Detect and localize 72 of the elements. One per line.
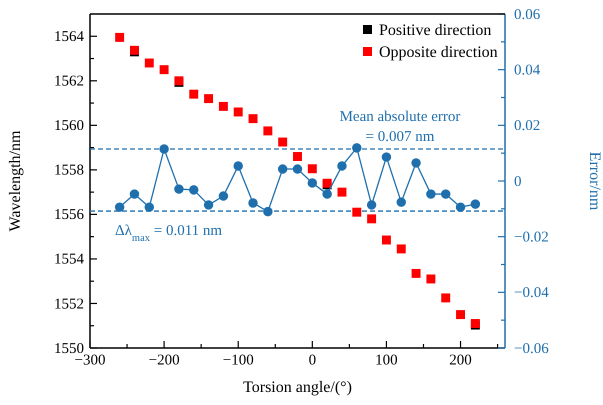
point xyxy=(412,268,421,278)
point xyxy=(189,185,198,195)
point xyxy=(248,198,258,208)
point xyxy=(160,65,169,74)
point xyxy=(159,144,169,154)
annotation: Mean absolute error = 0.007 nm xyxy=(340,108,460,145)
point xyxy=(130,189,140,199)
x-tick-label: 100 xyxy=(375,352,398,369)
y2-tick-label: 0.06 xyxy=(514,6,541,23)
y-tick-label: 1558 xyxy=(54,162,84,179)
y2-tick-label: 0 xyxy=(514,174,522,190)
point xyxy=(308,164,317,174)
point xyxy=(470,199,480,209)
point xyxy=(382,152,392,162)
point xyxy=(337,188,346,197)
y-tick-label: 1554 xyxy=(54,252,84,268)
point xyxy=(144,58,154,68)
point xyxy=(308,178,318,188)
point xyxy=(278,138,288,147)
point xyxy=(292,164,302,174)
point xyxy=(440,189,450,199)
point xyxy=(204,94,214,104)
x-tick-label: 200 xyxy=(449,352,472,369)
point xyxy=(366,200,376,210)
point xyxy=(352,143,362,153)
point xyxy=(218,102,228,111)
point xyxy=(144,202,154,212)
y2-axis-title: Error/nm xyxy=(586,152,603,211)
point xyxy=(441,293,450,302)
x-tick-label: −100 xyxy=(222,352,254,369)
point xyxy=(278,164,288,174)
point xyxy=(396,197,406,207)
point xyxy=(352,208,362,217)
x-tick-label: −200 xyxy=(148,352,180,369)
point xyxy=(248,114,258,124)
point xyxy=(234,108,243,116)
point xyxy=(174,184,184,194)
y-tick-label: 1552 xyxy=(54,296,84,312)
y-tick-label: 1564 xyxy=(54,29,84,46)
point xyxy=(204,200,214,210)
y2-tick-label: 0.02 xyxy=(514,118,540,134)
legend-label: Opposite direction xyxy=(379,44,498,61)
point xyxy=(114,202,124,212)
point xyxy=(382,236,391,244)
point xyxy=(456,310,466,320)
legend-label: Positive direction xyxy=(379,22,492,39)
y2-tick-label: −0.06 xyxy=(514,340,550,357)
point xyxy=(293,152,302,161)
point xyxy=(396,244,406,254)
y-tick-label: 1556 xyxy=(54,207,84,224)
point xyxy=(456,202,466,212)
annotation: Δλ$_{max}$ = 0.011 nm xyxy=(115,223,222,244)
y-tick-label: 1560 xyxy=(54,118,84,134)
y2-tick-label: −0.04 xyxy=(514,285,550,302)
point xyxy=(426,189,436,199)
point xyxy=(233,161,243,171)
point xyxy=(367,214,376,224)
y2-tick-label: −0.02 xyxy=(514,229,549,246)
x-axis-title: Torsion angle/(°) xyxy=(243,379,352,396)
point xyxy=(115,32,124,42)
point xyxy=(337,161,347,171)
point xyxy=(263,126,272,136)
point xyxy=(426,274,436,284)
point xyxy=(322,189,332,199)
point xyxy=(189,90,198,99)
y-tick-label: 1562 xyxy=(54,74,84,90)
y-axis-title: Wavelength/nm xyxy=(7,130,24,232)
point xyxy=(411,158,421,168)
y2-tick-label: 0.04 xyxy=(514,62,541,78)
x-tick-label: 0 xyxy=(308,352,316,369)
point xyxy=(263,206,273,216)
point xyxy=(218,191,228,201)
